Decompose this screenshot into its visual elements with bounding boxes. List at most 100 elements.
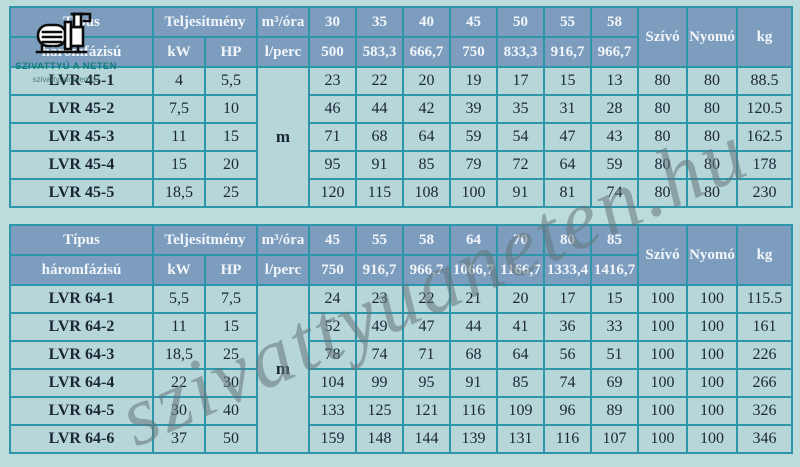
cell-kw: 15 xyxy=(152,150,206,180)
cell-kg: 120.5 xyxy=(736,94,793,124)
cell-head-3: 121 xyxy=(402,396,451,426)
cell-head-4: 59 xyxy=(449,122,498,152)
cell-nyomo: 100 xyxy=(686,424,738,454)
cell-head-6: 31 xyxy=(543,94,592,124)
header-flow-7: 58 xyxy=(590,6,639,38)
cell-head-3: 22 xyxy=(402,284,451,314)
cell-szivo: 100 xyxy=(637,396,688,426)
cell-szivo: 80 xyxy=(637,94,688,124)
header-haromfazisu: háromfázisú xyxy=(9,254,154,286)
header-row-1: Típus Teljesítmény m³/óra 30 35 40 45 50… xyxy=(9,6,793,68)
cell-kw: 18,5 xyxy=(152,340,206,370)
cell-head-3: 71 xyxy=(402,340,451,370)
cell-kw: 7,5 xyxy=(152,94,206,124)
cell-head-4: 79 xyxy=(449,150,498,180)
cell-nyomo: 80 xyxy=(686,150,738,180)
cell-head-5: 131 xyxy=(496,424,545,454)
header-flow-3: 58 xyxy=(402,224,451,256)
header-m3-ora: m³/óra xyxy=(256,6,310,38)
cell-kg: 346 xyxy=(736,424,793,454)
header-l-perc: l/perc xyxy=(256,254,310,286)
cell-head-3: 20 xyxy=(402,66,451,96)
header-row-1: Típus Teljesítmény m³/óra 45 55 58 64 70… xyxy=(9,224,793,286)
cell-head-4: 100 xyxy=(449,178,498,208)
cell-head-2: 91 xyxy=(355,150,404,180)
cell-szivo: 80 xyxy=(637,66,688,96)
header-lperc-5: 833,3 xyxy=(496,36,545,68)
header-flow-7: 85 xyxy=(590,224,639,256)
cell-head-2: 68 xyxy=(355,122,404,152)
cell-head-5: 91 xyxy=(496,178,545,208)
cell-head-7: 59 xyxy=(590,150,639,180)
cell-head-4: 68 xyxy=(449,340,498,370)
cell-type: LVR 45-2 xyxy=(9,94,154,124)
header-row-2: háromfázisú kW HP l/perc 750 916,7 966,7… xyxy=(9,254,792,286)
cell-head-1: 46 xyxy=(308,94,357,124)
cell-szivo: 100 xyxy=(637,312,688,342)
table-row: LVR 45-3 11 15 71 68 64 59 54 47 43 80 8… xyxy=(9,122,793,152)
header-flow-2: 35 xyxy=(355,6,404,38)
header-m3-ora: m³/óra xyxy=(256,224,310,256)
cell-head-4: 19 xyxy=(449,66,498,96)
header-nyomo: Nyomó xyxy=(686,224,738,286)
header-flow-4: 45 xyxy=(449,6,498,38)
header-flow-6: 80 xyxy=(543,224,592,256)
table-row: LVR 64-4 22 30 104 99 95 91 85 74 69 100… xyxy=(9,368,793,398)
cell-kg: 326 xyxy=(736,396,793,426)
cell-head-1: 95 xyxy=(308,150,357,180)
cell-head-6: 116 xyxy=(543,424,592,454)
cell-type: LVR 64-5 xyxy=(9,396,154,426)
cell-head-2: 49 xyxy=(355,312,404,342)
cell-head-7: 15 xyxy=(590,284,639,314)
header-teljesitmeny: Teljesítmény xyxy=(152,6,258,38)
header-lperc-7: 966,7 xyxy=(590,36,639,68)
header-lperc-6: 916,7 xyxy=(543,36,592,68)
cell-type: LVR 45-5 xyxy=(9,178,154,208)
cell-hp: 50 xyxy=(204,424,258,454)
spec-table-lvr45: Típus Teljesítmény m³/óra 30 35 40 45 50… xyxy=(9,6,793,208)
table-row: LVR 64-1 5,5 7,5 m 24 23 22 21 20 17 15 … xyxy=(9,284,793,454)
table-row: LVR 45-4 15 20 95 91 85 79 72 64 59 80 8… xyxy=(9,150,793,180)
cell-head-6: 15 xyxy=(543,66,592,96)
cell-head-4: 44 xyxy=(449,312,498,342)
header-haromfazisu: háromfázisú xyxy=(9,36,154,68)
cell-szivo: 100 xyxy=(637,368,688,398)
table-row: LVR 64-2 11 15 52 49 47 44 41 36 33 100 … xyxy=(9,312,793,342)
cell-nyomo: 100 xyxy=(686,368,738,398)
cell-head-1: 78 xyxy=(308,340,357,370)
cell-head-2: 23 xyxy=(355,284,404,314)
cell-hp: 10 xyxy=(204,94,258,124)
cell-unit-m: m xyxy=(256,66,310,208)
cell-head-1: 133 xyxy=(308,396,357,426)
table-row: LVR 45-2 7,5 10 46 44 42 39 35 31 28 80 … xyxy=(9,94,793,124)
cell-type: LVR 64-6 xyxy=(9,424,154,454)
cell-hp: 20 xyxy=(204,150,258,180)
header-lperc-3: 666,7 xyxy=(402,36,451,68)
cell-head-4: 91 xyxy=(449,368,498,398)
header-flow-6: 55 xyxy=(543,6,592,38)
cell-type: LVR 64-3 xyxy=(9,340,154,370)
header-lperc-4: 750 xyxy=(449,36,498,68)
header-lperc-1: 750 xyxy=(308,254,357,286)
cell-head-5: 64 xyxy=(496,340,545,370)
header-lperc-2: 916,7 xyxy=(355,254,404,286)
cell-head-5: 35 xyxy=(496,94,545,124)
cell-nyomo: 80 xyxy=(686,66,738,96)
cell-head-1: 52 xyxy=(308,312,357,342)
cell-head-1: 23 xyxy=(308,66,357,96)
table-row: LVR 45-1 4 5,5 m 23 22 20 19 17 15 13 80… xyxy=(9,66,793,208)
cell-kg: 115.5 xyxy=(736,284,793,314)
cell-head-2: 148 xyxy=(355,424,404,454)
cell-head-6: 36 xyxy=(543,312,592,342)
cell-head-7: 13 xyxy=(590,66,639,96)
cell-hp: 25 xyxy=(204,340,258,370)
cell-szivo: 80 xyxy=(637,150,688,180)
cell-hp: 25 xyxy=(204,178,258,208)
cell-hp: 7,5 xyxy=(204,284,258,314)
cell-kg: 266 xyxy=(736,368,793,398)
cell-nyomo: 100 xyxy=(686,396,738,426)
header-flow-5: 70 xyxy=(496,224,545,256)
cell-nyomo: 100 xyxy=(686,312,738,342)
cell-head-4: 139 xyxy=(449,424,498,454)
header-row-2: háromfázisú kW HP l/perc 500 583,3 666,7… xyxy=(9,36,792,68)
